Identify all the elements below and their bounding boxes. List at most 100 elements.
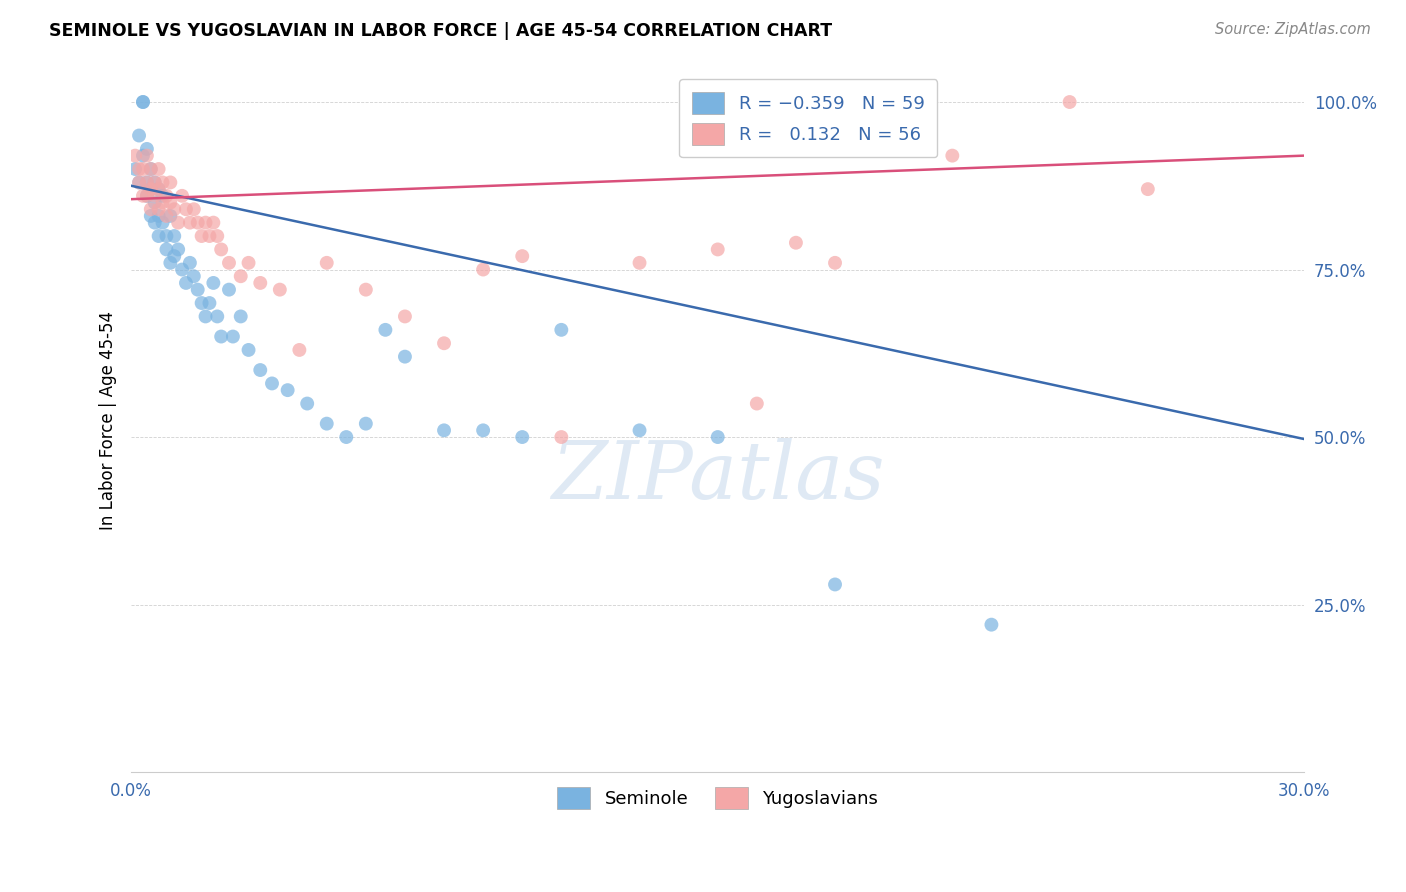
- Legend: Seminole, Yugoslavians: Seminole, Yugoslavians: [550, 780, 886, 816]
- Point: [135, 176, 157, 190]
- Point: [135, 176, 157, 190]
- Point: [159, 195, 181, 210]
- Point: [202, 216, 225, 230]
- Point: [315, 256, 337, 270]
- Point: [706, 243, 728, 257]
- Point: [179, 216, 201, 230]
- Point: [238, 256, 260, 270]
- Point: [295, 396, 318, 410]
- Point: [288, 343, 311, 357]
- Point: [148, 182, 170, 196]
- Point: [354, 283, 377, 297]
- Point: [135, 148, 157, 162]
- Point: [152, 176, 174, 190]
- Text: ZIPatlas: ZIPatlas: [551, 438, 884, 516]
- Point: [194, 216, 217, 230]
- Point: [190, 296, 212, 310]
- Point: [824, 577, 846, 591]
- Point: [1059, 95, 1081, 109]
- Point: [143, 176, 166, 190]
- Text: SEMINOLE VS YUGOSLAVIAN IN LABOR FORCE | AGE 45-54 CORRELATION CHART: SEMINOLE VS YUGOSLAVIAN IN LABOR FORCE |…: [49, 22, 832, 40]
- Point: [510, 430, 533, 444]
- Point: [132, 161, 155, 176]
- Point: [174, 276, 197, 290]
- Point: [249, 363, 271, 377]
- Point: [152, 216, 174, 230]
- Point: [148, 229, 170, 244]
- Point: [628, 423, 651, 437]
- Point: [152, 195, 174, 210]
- Point: [135, 142, 157, 156]
- Point: [143, 216, 166, 230]
- Point: [628, 256, 651, 270]
- Point: [148, 202, 170, 217]
- Point: [277, 383, 299, 397]
- Point: [218, 283, 240, 297]
- Point: [128, 161, 150, 176]
- Point: [143, 176, 166, 190]
- Point: [139, 161, 162, 176]
- Point: [394, 310, 416, 324]
- Point: [124, 161, 146, 176]
- Point: [172, 189, 194, 203]
- Point: [229, 269, 252, 284]
- Point: [249, 276, 271, 290]
- Point: [172, 262, 194, 277]
- Point: [472, 423, 495, 437]
- Point: [179, 256, 201, 270]
- Point: [315, 417, 337, 431]
- Point: [785, 235, 807, 250]
- Point: [124, 148, 146, 162]
- Point: [269, 283, 291, 297]
- Point: [745, 396, 768, 410]
- Point: [159, 209, 181, 223]
- Point: [190, 229, 212, 244]
- Point: [135, 189, 157, 203]
- Point: [433, 423, 456, 437]
- Point: [128, 128, 150, 143]
- Point: [222, 329, 245, 343]
- Point: [207, 229, 229, 244]
- Point: [510, 249, 533, 263]
- Point: [183, 202, 205, 217]
- Point: [155, 209, 177, 223]
- Point: [1136, 182, 1159, 196]
- Text: Source: ZipAtlas.com: Source: ZipAtlas.com: [1215, 22, 1371, 37]
- Point: [472, 262, 495, 277]
- Point: [155, 189, 177, 203]
- Point: [198, 296, 221, 310]
- Point: [207, 310, 229, 324]
- Point: [198, 229, 221, 244]
- Point: [128, 176, 150, 190]
- Point: [260, 376, 283, 391]
- Point: [194, 310, 217, 324]
- Point: [143, 189, 166, 203]
- Point: [159, 256, 181, 270]
- Point: [152, 189, 174, 203]
- Point: [139, 202, 162, 217]
- Point: [374, 323, 396, 337]
- Point: [550, 323, 572, 337]
- Point: [980, 617, 1002, 632]
- Point: [187, 216, 209, 230]
- Point: [163, 229, 186, 244]
- Point: [433, 336, 456, 351]
- Y-axis label: In Labor Force | Age 45-54: In Labor Force | Age 45-54: [100, 310, 117, 530]
- Point: [132, 148, 155, 162]
- Point: [155, 243, 177, 257]
- Point: [139, 209, 162, 223]
- Point: [148, 209, 170, 223]
- Point: [238, 343, 260, 357]
- Point: [148, 182, 170, 196]
- Point: [167, 216, 190, 230]
- Point: [229, 310, 252, 324]
- Point: [354, 417, 377, 431]
- Point: [155, 229, 177, 244]
- Point: [550, 430, 572, 444]
- Point: [183, 269, 205, 284]
- Point: [335, 430, 357, 444]
- Point: [209, 243, 232, 257]
- Point: [209, 329, 232, 343]
- Point: [135, 189, 157, 203]
- Point: [132, 95, 155, 109]
